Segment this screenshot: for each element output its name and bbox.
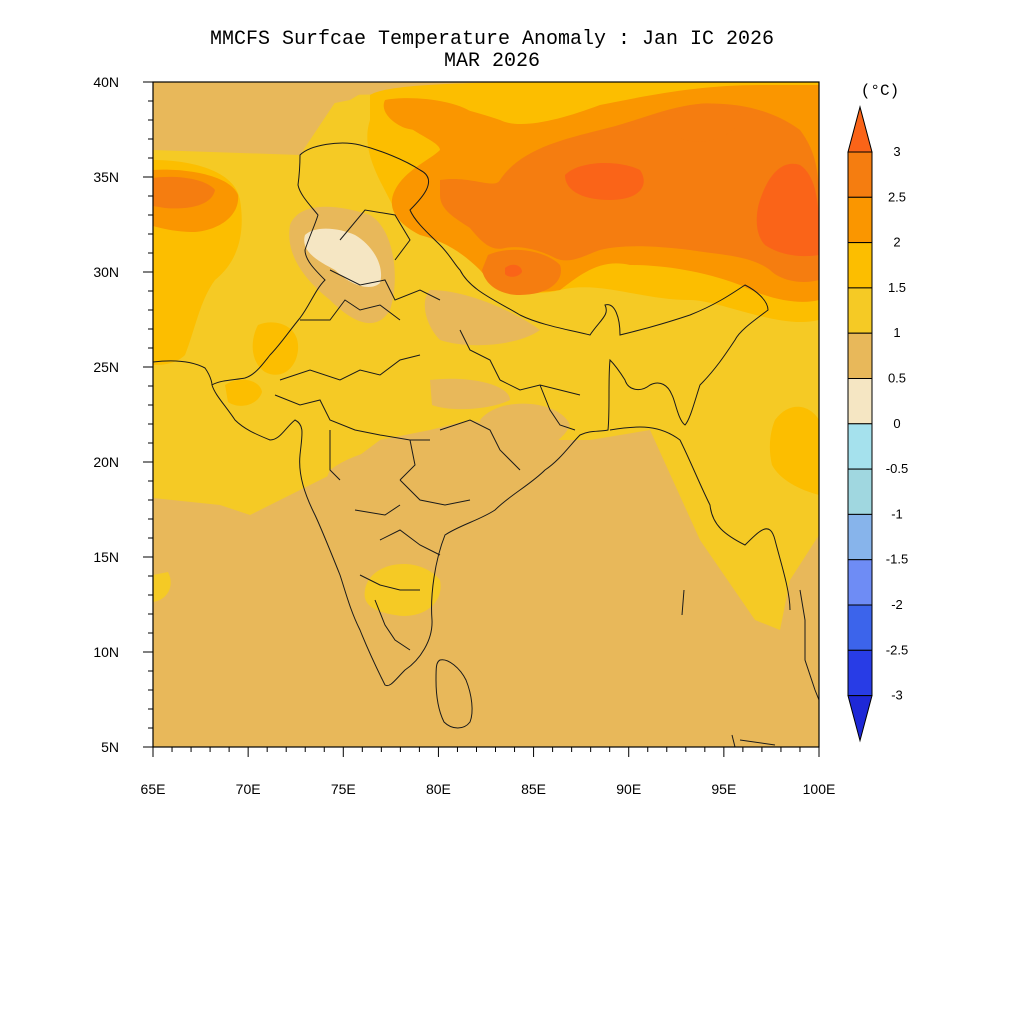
shade-1.5-2-myanmar <box>769 406 819 495</box>
shade-1-1.5-west-blob <box>153 572 171 602</box>
colorbar-label: 2 <box>893 235 900 250</box>
shade-gt3-tibet-east <box>756 163 819 257</box>
colorbar-box <box>847 559 873 606</box>
shade-0.5-1-northwest <box>153 82 380 150</box>
colorbar-unit: (°C) <box>861 82 899 100</box>
colorbar-label: -1 <box>891 506 903 521</box>
colorbar-box <box>847 378 873 425</box>
chart-subtitle: MAR 2026 <box>443 50 540 73</box>
colorbar-label: 0.5 <box>888 371 906 386</box>
x-tick-label: 75E <box>331 781 356 797</box>
colorbar-label: -3 <box>891 688 903 703</box>
shade-0.5-1-east <box>480 403 570 456</box>
colorbar-label: -0.5 <box>886 461 908 476</box>
colorbar-box <box>847 151 873 198</box>
x-tick-label: 70E <box>236 781 261 797</box>
y-tick-label: 30N <box>93 264 119 280</box>
india-outline <box>211 142 769 687</box>
y-tick-label: 40N <box>93 74 119 90</box>
shade-0.5-1-gangetic <box>424 290 540 346</box>
shade-gt3-tibet-north <box>668 103 741 142</box>
chart-title: MMCFS Surfcae Temperature Anomaly : Jan … <box>209 28 775 51</box>
sumatra-coast <box>731 734 776 747</box>
colorbar: 3 2.5 2 1.5 1 0.5 0 -0.5 -1 -1.5 -2 -2.5 -3 <box>847 105 908 743</box>
axis-ticks: 65E 70E 75E 80E 85E 90E 95E 100E 5N 10N 15N 20N 25N 3… <box>93 74 835 797</box>
y-tick-label: 35N <box>93 169 119 185</box>
shade-1.5-2-gujarat <box>225 379 262 406</box>
colorbar-box <box>847 513 873 561</box>
myanmar-coast <box>609 426 819 701</box>
map-frame <box>152 81 820 748</box>
colorbar-box <box>847 423 873 470</box>
colorbar-box <box>847 604 873 651</box>
x-tick-label: 95E <box>711 781 736 797</box>
colorbar-label: -2.5 <box>886 642 908 657</box>
shade-2.5-3-west <box>153 176 215 209</box>
colorbar-lower-triangle <box>847 695 873 743</box>
colorbar-label: 1.5 <box>888 280 906 295</box>
x-tick-label: 80E <box>426 781 451 797</box>
y-tick-label: 5N <box>101 739 119 755</box>
colorbar-label: 2.5 <box>888 189 906 204</box>
colorbar-label: 1 <box>893 325 900 340</box>
shade-gt3-small-spot <box>505 264 522 277</box>
y-tick-label: 25N <box>93 359 119 375</box>
shade-gt3-tibet-center <box>565 163 644 200</box>
shade-0-0.5-kashmir <box>304 228 382 287</box>
andaman-island <box>681 589 685 616</box>
x-tick-label: 85E <box>521 781 546 797</box>
x-tick-label: 90E <box>616 781 641 797</box>
colorbar-box <box>847 468 873 515</box>
shade-0.5-1-central <box>430 378 510 410</box>
shade-0.5-1-deccan <box>324 445 487 553</box>
state-borders <box>274 209 581 651</box>
y-tick-label: 10N <box>93 644 119 660</box>
anomaly-shading <box>153 82 819 747</box>
colorbar-box <box>847 332 873 380</box>
colorbar-box <box>847 287 873 334</box>
colorbar-label: -1.5 <box>886 552 908 567</box>
boundaries <box>153 142 819 747</box>
colorbar-label: -2 <box>891 597 903 612</box>
sri-lanka <box>435 659 473 729</box>
y-tick-label: 15N <box>93 549 119 565</box>
x-tick-label: 65E <box>141 781 166 797</box>
pakistan-border <box>153 360 213 386</box>
colorbar-box <box>847 649 873 697</box>
shade-2-2.5-small <box>383 98 475 132</box>
colorbar-label: 0 <box>893 416 900 431</box>
y-tick-label: 20N <box>93 454 119 470</box>
colorbar-box <box>847 196 873 244</box>
x-tick-label: 100E <box>803 781 836 797</box>
colorbar-label: 3 <box>893 144 900 159</box>
colorbar-upper-triangle <box>847 105 873 153</box>
colorbar-box <box>847 242 873 289</box>
